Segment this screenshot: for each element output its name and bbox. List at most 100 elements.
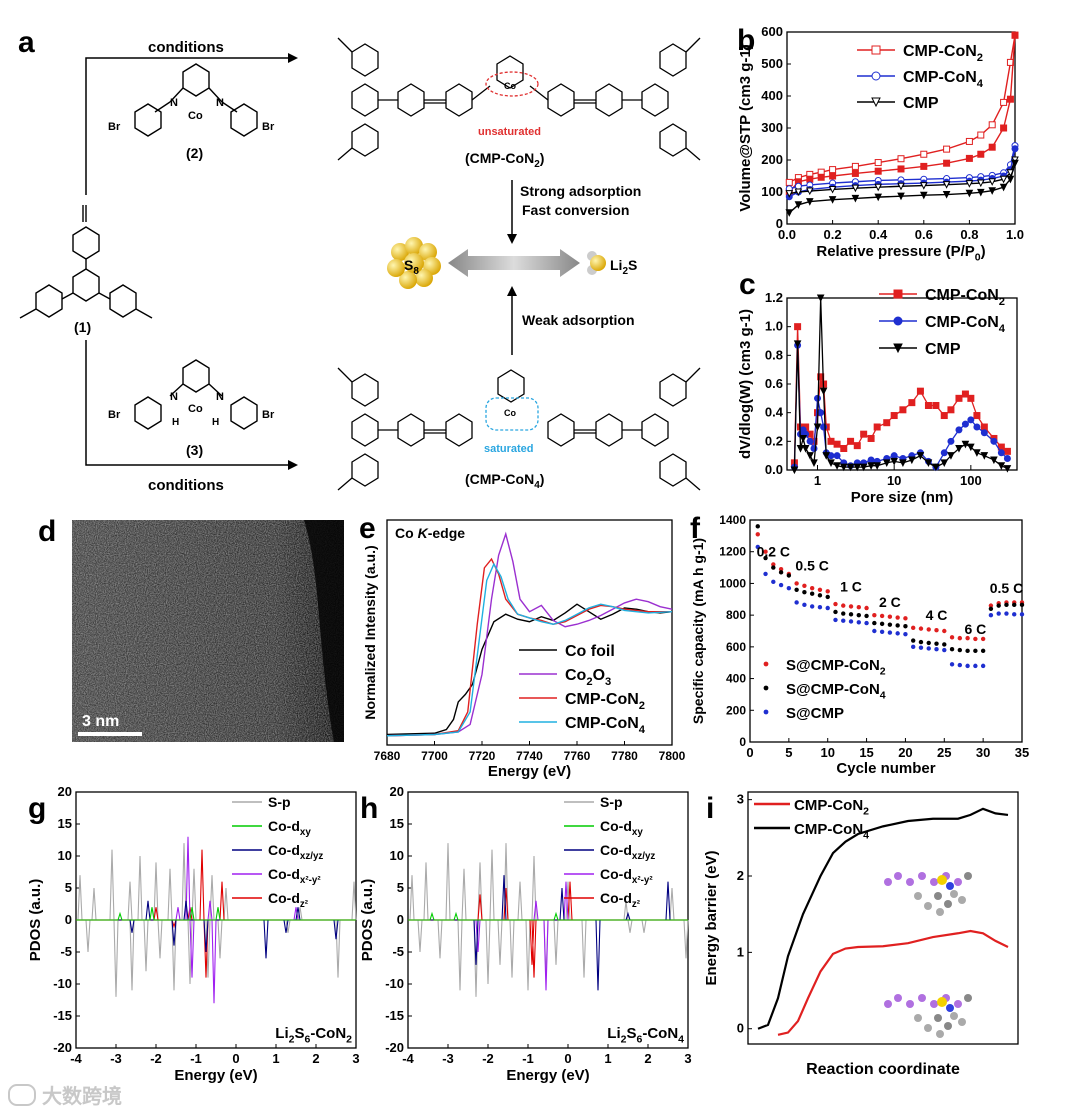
y-tick-label: 1000 xyxy=(719,576,746,590)
data-point xyxy=(934,628,939,633)
data-point xyxy=(874,159,882,167)
data-point xyxy=(1019,602,1025,608)
x-tick-label: 10 xyxy=(887,473,901,488)
compound-3-h-right: H xyxy=(212,417,219,428)
x-tick-label: 7800 xyxy=(659,749,686,763)
data-point xyxy=(785,209,794,217)
data-point xyxy=(867,434,875,442)
x-axis-label: Energy (eV) xyxy=(174,1067,257,1084)
data-point xyxy=(940,459,949,467)
li2s-label: Li2S xyxy=(610,257,637,277)
data-point xyxy=(942,181,951,189)
x-tick-label: 0 xyxy=(232,1051,239,1066)
x-tick-label: 0.6 xyxy=(915,227,933,242)
data-point xyxy=(924,459,933,467)
data-point xyxy=(825,605,830,611)
data-point xyxy=(976,179,985,188)
data-point xyxy=(1003,465,1012,473)
data-point xyxy=(794,581,799,586)
y-tick-label: 0.4 xyxy=(765,405,784,420)
data-point xyxy=(872,628,877,634)
scalebar-label: 3 nm xyxy=(82,713,119,730)
x-tick-label: -3 xyxy=(110,1051,122,1066)
data-point xyxy=(847,437,855,445)
conditions-bottom-label: conditions xyxy=(148,477,224,494)
data-point xyxy=(874,167,882,175)
pdos-curve xyxy=(408,911,688,921)
series-line xyxy=(386,557,672,737)
data-point xyxy=(887,614,893,619)
data-point xyxy=(833,601,838,607)
legend-entry: S-p xyxy=(600,794,623,810)
data-point xyxy=(911,644,916,650)
series-line xyxy=(386,531,673,737)
data-point xyxy=(955,426,963,434)
data-point xyxy=(874,193,883,202)
data-point xyxy=(806,175,814,183)
x-tick-label: 1 xyxy=(814,473,821,488)
data-point xyxy=(785,190,794,198)
legend-entry: S-p xyxy=(268,794,291,810)
compound-3-br-left: Br xyxy=(108,409,121,421)
data-point xyxy=(829,172,837,180)
compound-3-n-left: N xyxy=(170,391,178,403)
data-point xyxy=(806,437,814,445)
data-point xyxy=(819,387,828,396)
cmp-con2-co: Co xyxy=(504,81,516,91)
data-point xyxy=(895,615,900,620)
rate-label: 0.5 C xyxy=(990,580,1023,596)
y-tick-label: -5 xyxy=(60,944,72,959)
data-point xyxy=(967,416,975,424)
legend-entry: CMP-CoN2 xyxy=(565,691,645,712)
data-point xyxy=(864,605,869,611)
x-tick-label: 1 xyxy=(604,1051,611,1066)
data-point xyxy=(856,605,861,610)
rate-label: 4 C xyxy=(926,607,948,623)
data-point xyxy=(755,544,760,550)
data-point xyxy=(810,459,818,467)
legend-entry: Co-dx²-y² xyxy=(268,866,321,886)
cmp-con2-label: (CMP-CoN2) xyxy=(465,150,544,170)
panel-g-chart: g -4 -3 -2 -1 0 1 2 3-20-15-10-505101520Energy … xyxy=(27,784,360,1084)
data-point xyxy=(1019,612,1025,617)
data-point xyxy=(977,150,985,158)
compound-2-co: Co xyxy=(188,110,203,122)
data-point xyxy=(790,466,799,475)
data-point xyxy=(918,626,924,631)
data-point xyxy=(763,555,768,561)
watermark-logo-icon xyxy=(8,1084,36,1106)
data-point xyxy=(785,178,793,186)
y-tick-label: 400 xyxy=(726,672,746,686)
x-tick-label: 7740 xyxy=(516,749,543,763)
y-tick-label: 15 xyxy=(58,816,72,831)
data-point xyxy=(1004,611,1009,616)
data-point xyxy=(841,603,846,608)
data-point xyxy=(988,178,997,186)
data-point xyxy=(827,437,835,445)
x-tick-label: -4 xyxy=(70,1051,82,1066)
y-axis-label: Specific capacity (mA h g-1) xyxy=(690,538,706,724)
data-point xyxy=(940,449,948,457)
legend-entry: CMP xyxy=(903,95,939,112)
data-point xyxy=(996,603,1001,608)
x-tick-label: 5 xyxy=(785,745,792,760)
data-point xyxy=(794,182,802,190)
data-point xyxy=(997,449,1005,457)
data-point xyxy=(794,587,799,592)
data-point xyxy=(919,182,928,190)
data-point xyxy=(802,602,807,608)
x-axis-label: Energy (eV) xyxy=(506,1067,589,1084)
cmp-con2-structure xyxy=(337,37,701,161)
data-point xyxy=(833,609,838,615)
data-point xyxy=(828,196,837,204)
data-point xyxy=(1000,124,1008,132)
legend-entry: S@CMP xyxy=(786,705,844,722)
data-point xyxy=(973,663,978,669)
s8-cluster xyxy=(387,237,441,289)
data-point xyxy=(973,449,981,457)
data-point xyxy=(947,406,955,414)
cmp-con4-label: (CMP-CoN4) xyxy=(465,471,544,491)
data-point xyxy=(918,645,924,650)
legend-entry: Co-dxz/yz xyxy=(268,842,323,862)
legend-entry: CMP-CoN2 xyxy=(925,287,1005,308)
